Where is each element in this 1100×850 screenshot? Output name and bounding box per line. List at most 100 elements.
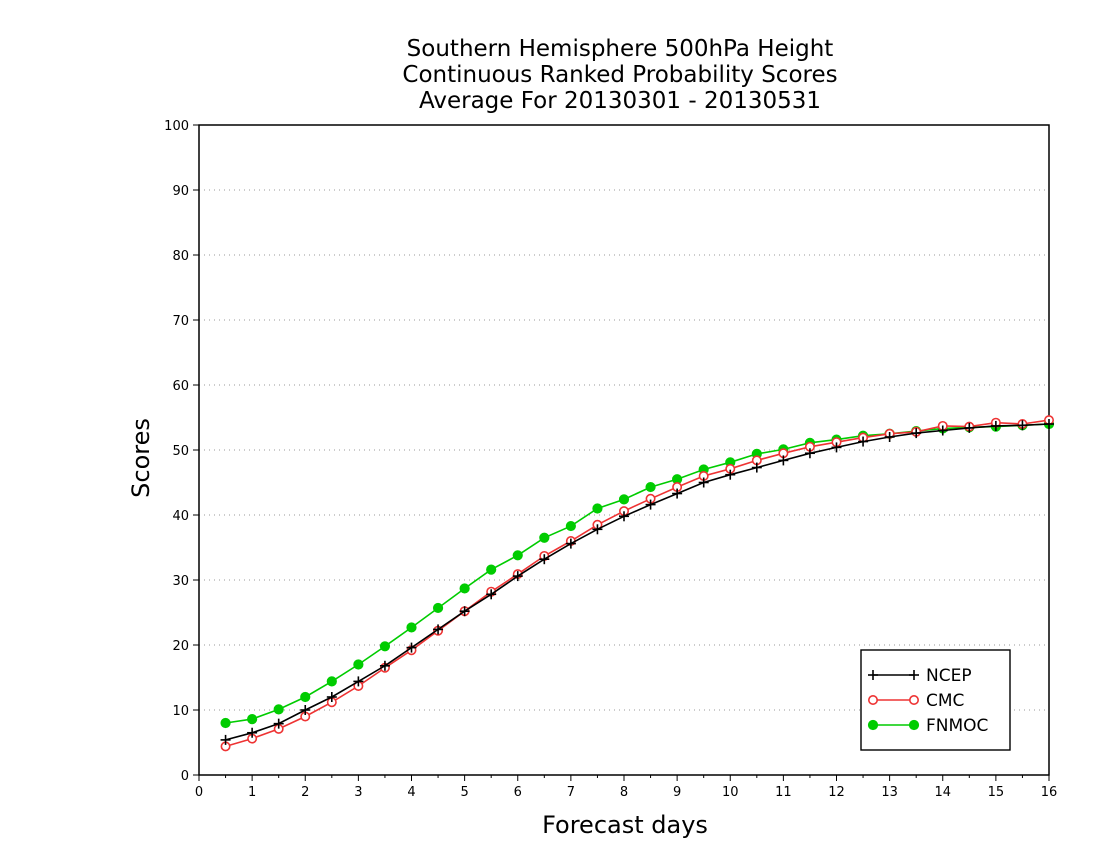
x-tick-label: 14 [934, 785, 951, 800]
y-tick-label: 60 [172, 379, 189, 394]
data-point [539, 532, 550, 543]
data-point [432, 602, 444, 614]
grid-lines [199, 189, 1049, 711]
x-tick-label: 1 [248, 785, 256, 800]
data-point [459, 606, 470, 617]
data-point [406, 622, 417, 633]
data-point [353, 676, 364, 687]
data-point [379, 641, 391, 652]
y-tick-label: 40 [172, 509, 189, 524]
y-tick-label: 30 [172, 574, 189, 589]
x-tick-label: 4 [407, 785, 415, 800]
x-tick-label: 15 [988, 785, 1005, 800]
legend-marker [868, 670, 878, 680]
data-point [1017, 420, 1028, 431]
x-tick-label: 13 [881, 785, 898, 800]
data-point [565, 520, 576, 532]
data-point [725, 469, 736, 480]
chart-title: Southern Hemisphere 500hPa Height Contin… [0, 36, 1100, 114]
data-point [964, 422, 975, 433]
legend-marker [867, 719, 879, 731]
y-tick-label: 10 [172, 704, 189, 719]
data-point [937, 425, 948, 436]
x-tick-label: 2 [301, 785, 309, 800]
data-point [326, 692, 337, 702]
data-point [220, 717, 231, 729]
data-point [751, 462, 762, 473]
series-ncep [220, 419, 1054, 745]
data-point [698, 477, 709, 488]
data-point [326, 676, 337, 687]
data-point [618, 494, 630, 505]
data-point [273, 704, 284, 715]
data-point [911, 428, 922, 439]
x-tick-label: 6 [514, 785, 522, 800]
chart-title-line-1: Southern Hemisphere 500hPa Height [406, 36, 834, 62]
data-point [990, 420, 1001, 431]
data-point [778, 455, 789, 466]
data-point [273, 718, 284, 729]
data-point [379, 660, 390, 671]
y-tick-label: 20 [172, 639, 189, 654]
y-tick-label: 100 [164, 119, 189, 134]
x-tick-label: 5 [460, 785, 468, 800]
data-point [433, 624, 444, 635]
x-tick-label: 9 [673, 785, 681, 800]
chart-title-line-3: Average For 20130301 - 20130531 [418, 88, 822, 114]
data-point [512, 571, 523, 582]
data-point [1044, 419, 1054, 429]
y-tick-label: 50 [172, 444, 189, 459]
data-point [645, 499, 656, 510]
legend-label: NCEP [926, 666, 972, 686]
legend-item-fnmoc: FNMOC [867, 716, 988, 736]
data-point [247, 727, 258, 738]
legend-marker [867, 694, 878, 705]
data-point [459, 583, 470, 594]
legend-item-ncep: NCEP [868, 666, 972, 686]
y-tick-label: 70 [172, 314, 189, 329]
data-point [672, 488, 683, 499]
data-point [831, 442, 842, 453]
legend-marker [908, 719, 920, 731]
x-tick-label: 10 [722, 785, 739, 800]
y-tick-label: 0 [181, 769, 189, 784]
data-point [592, 503, 603, 514]
x-tick-label: 0 [195, 785, 203, 800]
data-point [592, 524, 603, 535]
data-point [220, 734, 231, 745]
data-point [804, 448, 815, 459]
data-point [539, 554, 550, 565]
y-tick-label: 90 [172, 184, 189, 199]
data-point [565, 538, 576, 549]
x-tick-label: 7 [567, 785, 575, 800]
x-tick-label: 8 [620, 785, 628, 800]
legend-marker [909, 670, 919, 680]
data-point [406, 642, 417, 653]
legend-label: CMC [926, 691, 964, 711]
data-point [353, 659, 364, 670]
y-axis-title: Scores [127, 418, 155, 498]
legend-item-cmc: CMC [867, 691, 964, 711]
x-tick-label: 16 [1041, 785, 1058, 800]
data-point [619, 511, 629, 522]
data-point [300, 705, 311, 715]
x-tick-label: 12 [828, 785, 845, 800]
y-tick-label: 80 [172, 249, 189, 264]
data-point [884, 432, 895, 442]
legend: NCEP CMC FNMOC [860, 649, 1011, 751]
x-axis: 0 1 2 3 4 5 6 7 8 9 10 11 12 13 14 15 16 [195, 775, 1057, 800]
data-point [247, 714, 258, 725]
data-point [300, 691, 311, 703]
data-point [645, 481, 656, 493]
data-point [512, 550, 523, 561]
legend-label: FNMOC [926, 716, 988, 736]
x-axis-title: Forecast days [542, 811, 708, 839]
chart-title-line-2: Continuous Ranked Probability Scores [402, 62, 838, 88]
x-tick-label: 3 [354, 785, 362, 800]
x-tick-label: 11 [775, 785, 792, 800]
series-group [220, 415, 1055, 752]
data-point [486, 589, 497, 600]
legend-marker [908, 694, 919, 705]
y-axis: 0 10 20 30 40 50 60 70 80 90 100 [164, 119, 199, 784]
data-point [858, 436, 869, 447]
